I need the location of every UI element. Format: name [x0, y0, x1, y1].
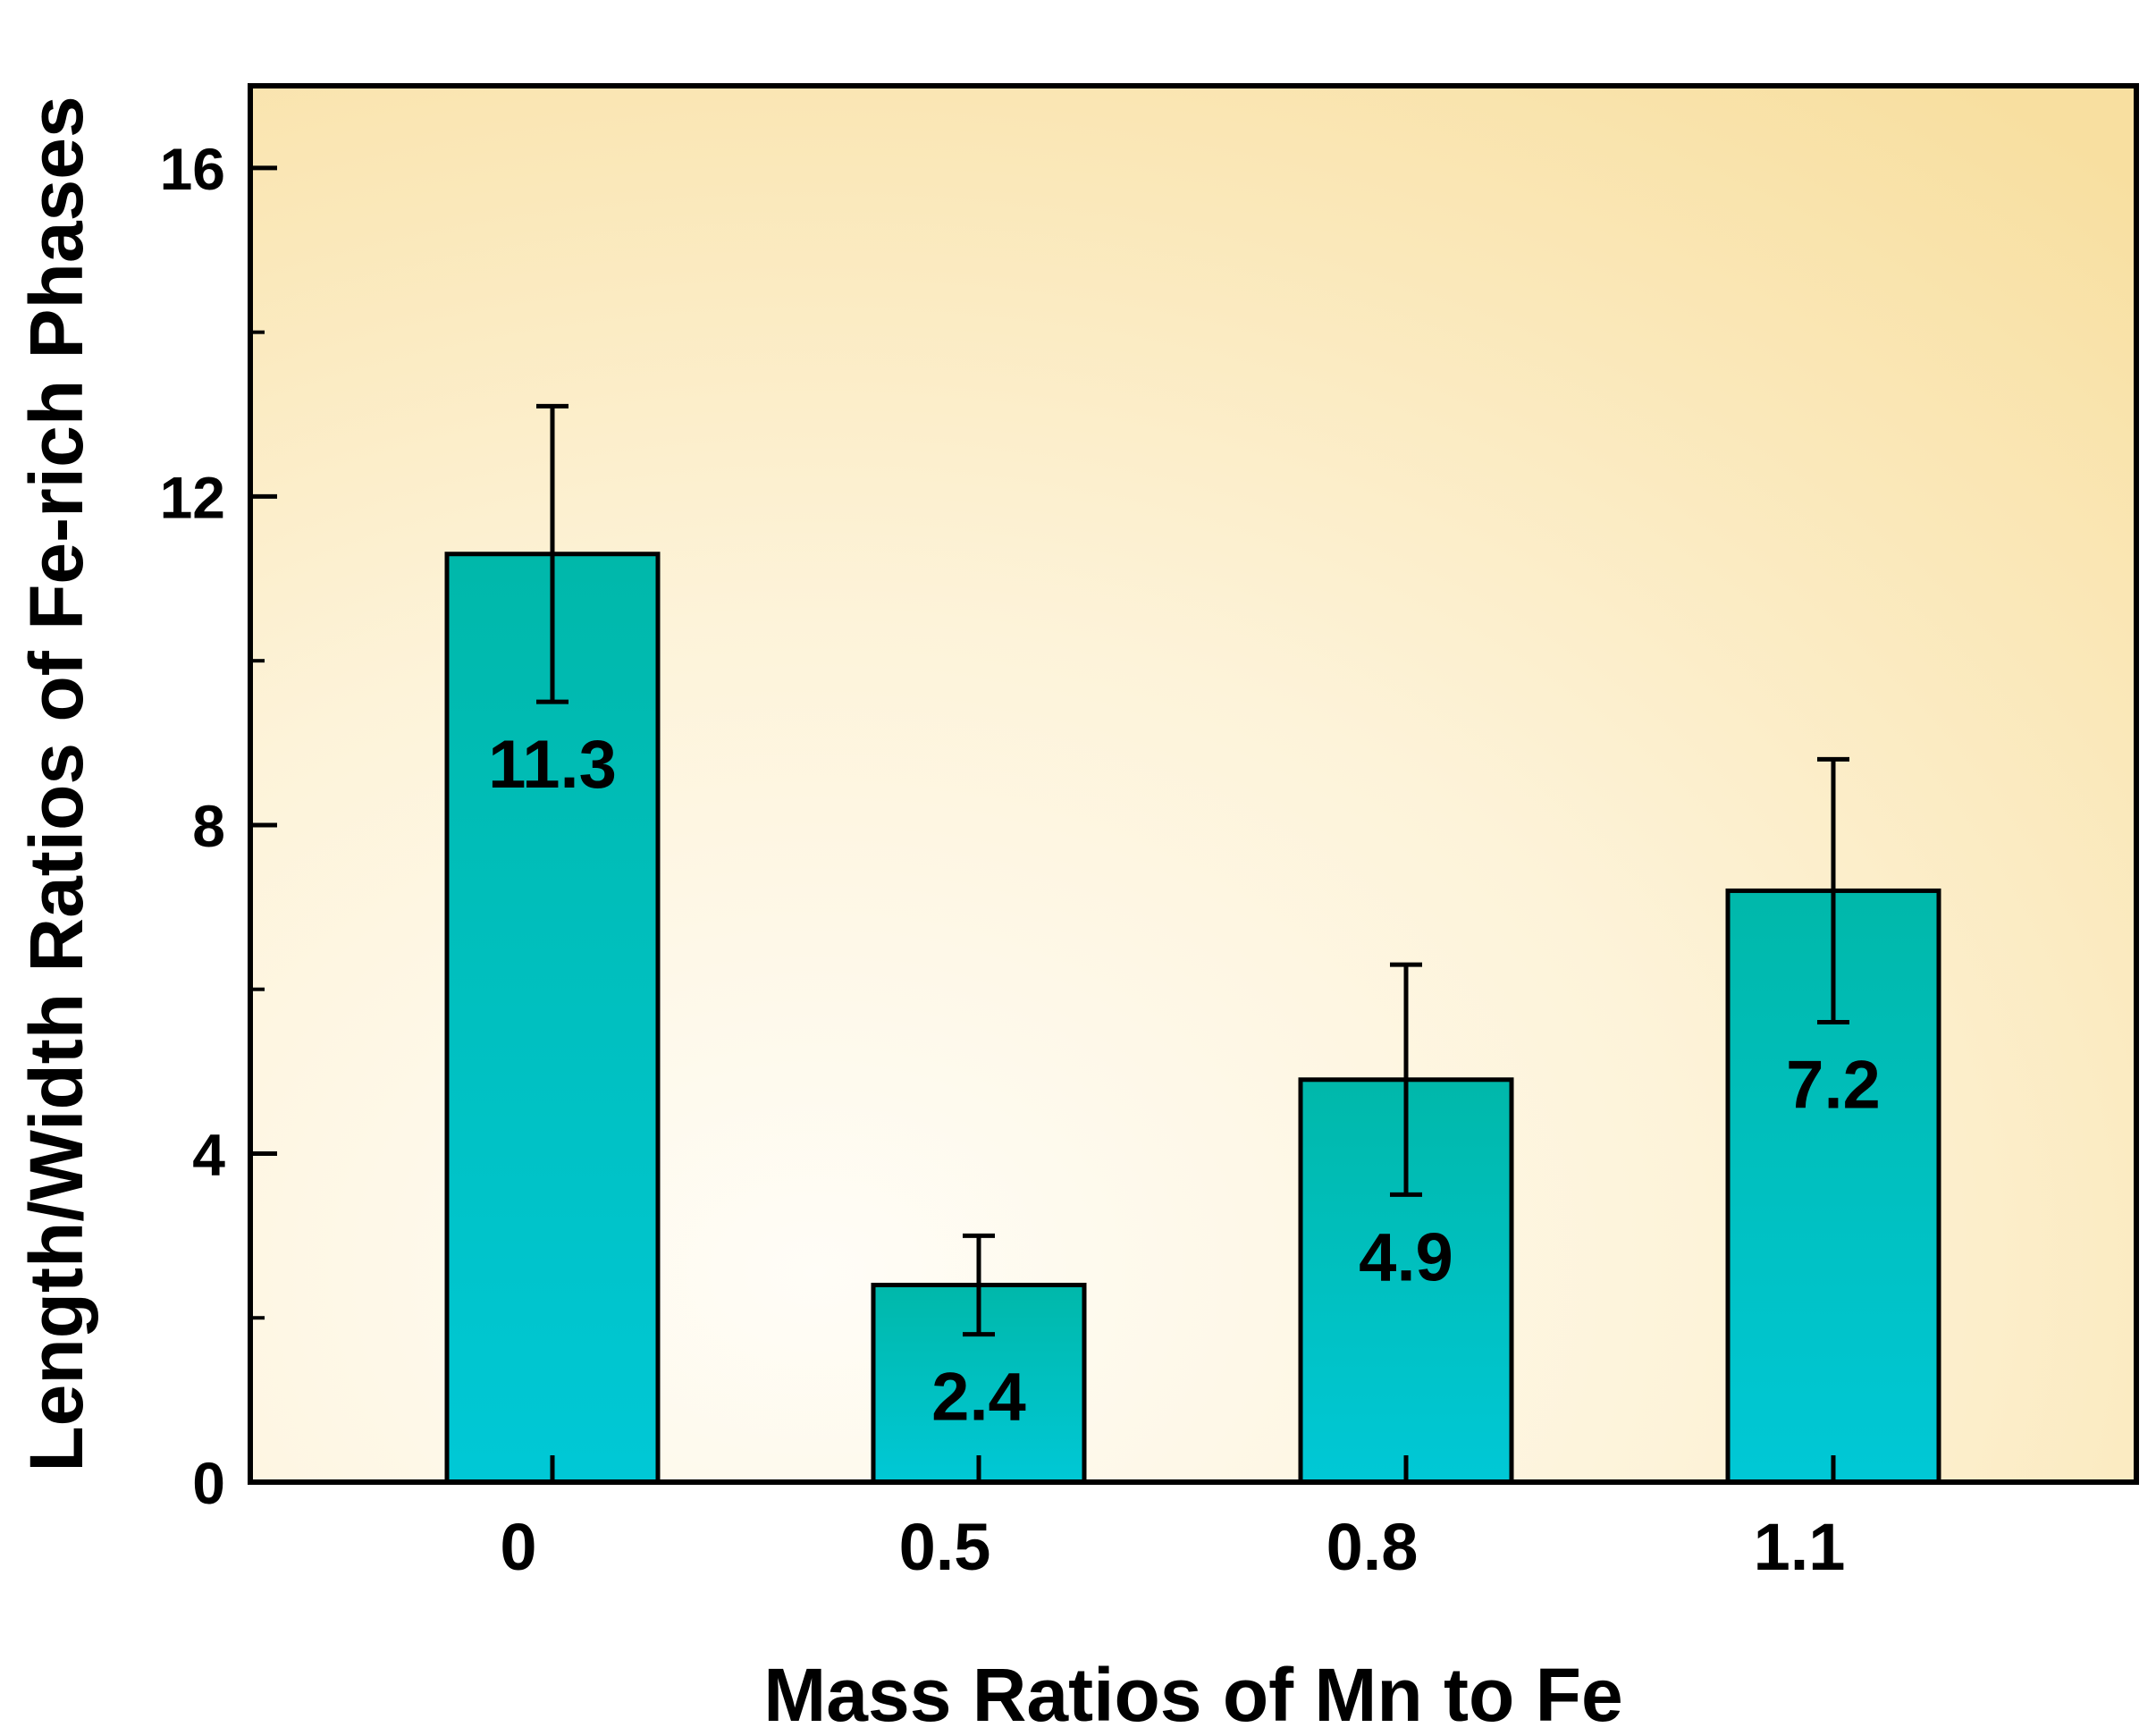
- x-axis-title: Mass Ratios of Mn to Fe: [763, 1653, 1622, 1736]
- data-labels-layer: 11.3 2.4 4.9 7.2: [488, 727, 1881, 1435]
- y-tick-label-8: 8: [192, 793, 225, 859]
- y-tick-label-4: 4: [192, 1121, 225, 1187]
- data-label-0: 11.3: [488, 727, 617, 803]
- bar-0: [444, 552, 661, 1485]
- data-label-0.8: 4.9: [1359, 1219, 1453, 1295]
- error-bars-layer: [536, 403, 1849, 1337]
- x-tick-label-0: 0: [500, 1510, 536, 1584]
- bars-layer: [444, 552, 1941, 1485]
- y-tick-label-12: 12: [160, 464, 225, 530]
- x-tick-label-0.8: 0.8: [1326, 1510, 1419, 1584]
- error-bar-0.5: [963, 1233, 995, 1337]
- error-bar-0: [536, 403, 568, 704]
- y-axis-title: Length/Width Ratios of Fe-rich Phases: [14, 96, 98, 1471]
- error-bar-0.8: [1390, 962, 1422, 1197]
- x-tick-label-1.1: 1.1: [1754, 1510, 1846, 1584]
- y-axis: 0 4 8 12 16: [160, 136, 277, 1516]
- x-tick-label-0.5: 0.5: [899, 1510, 991, 1584]
- x-axis: 0 0.5 0.8 1.1: [500, 1455, 1845, 1584]
- error-bar-1.1: [1817, 756, 1849, 1024]
- data-label-1.1: 7.2: [1786, 1047, 1881, 1123]
- y-tick-label-0: 0: [192, 1450, 225, 1516]
- y-tick-label-16: 16: [160, 136, 225, 202]
- data-label-0.5: 2.4: [931, 1360, 1026, 1436]
- plot-frame: [248, 83, 2139, 1485]
